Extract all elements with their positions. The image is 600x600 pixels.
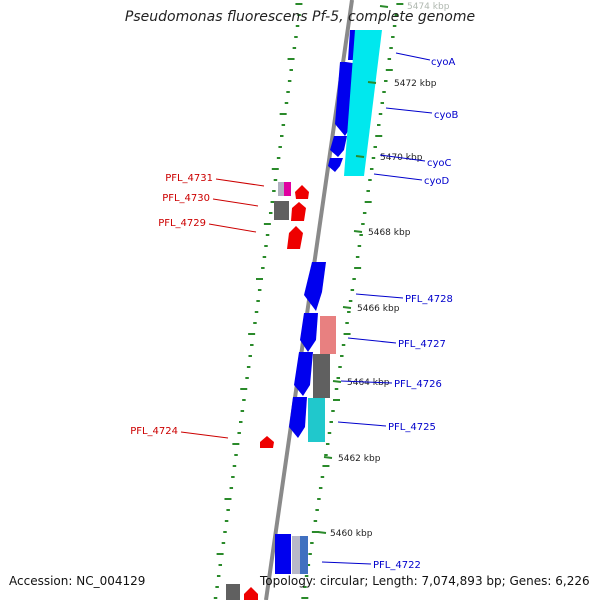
leader-line	[373, 173, 423, 181]
cds-arrow-pfl-4727	[300, 313, 318, 352]
feature-cyan-cyo	[344, 30, 382, 176]
cds-arrow-pfl-4728	[304, 262, 326, 311]
scale-tick	[355, 155, 365, 158]
scale-tick	[317, 531, 327, 534]
gc-skew-track-left	[213, 3, 303, 599]
leader-line	[321, 561, 372, 565]
feature-teal-4725	[308, 398, 325, 442]
cds-arrow-pfl-4725	[289, 397, 307, 438]
gene-label-cyod: cyoD	[424, 176, 450, 187]
gene-label-cyoa: cyoA	[431, 57, 456, 68]
reverse-strand-features	[226, 182, 309, 600]
feature-steel-4722	[300, 536, 308, 574]
gene-label-pfl-4731: PFL_4731	[165, 173, 213, 184]
label-leaders	[180, 52, 433, 565]
scale-label: 5474 kbp	[407, 2, 450, 12]
feature-gray-4730	[274, 201, 289, 220]
feature-gray-4731	[278, 182, 286, 196]
leader-line	[355, 293, 404, 299]
gene-label-pfl-4725: PFL_4725	[388, 422, 436, 433]
cds-arrow-pfl-4726	[294, 352, 313, 396]
feature-lightgray-4722	[292, 536, 300, 574]
scale-tick	[332, 380, 342, 383]
leader-line	[385, 107, 433, 114]
genome-summary-text: Topology: circular; Length: 7,074,893 bp…	[260, 574, 590, 588]
leader-line	[395, 52, 431, 61]
feature-gray-bottom	[226, 584, 240, 600]
cds-arrow-pfl-4729	[287, 226, 303, 249]
leader-line	[340, 380, 393, 384]
scale-tick	[353, 230, 363, 233]
gene-label-cyoc: cyoC	[427, 158, 452, 169]
leader-line	[180, 431, 229, 439]
map-title: Pseudomonas fluorescens Pf-5, complete g…	[124, 9, 476, 25]
cds-arrow-cyoD	[328, 158, 343, 172]
gene-label-pfl-4722: PFL_4722	[373, 560, 421, 571]
scale-label: 5468 kbp	[368, 228, 411, 238]
gene-labels: cyoA cyoB cyoC cyoD PFL_4728 PFL_4727 PFL_4726…	[130, 57, 458, 571]
forward-strand-features	[275, 30, 382, 574]
cds-arrow-pfl-4724	[260, 436, 274, 448]
gene-label-pfl-4726: PFL_4726	[394, 379, 442, 390]
gene-label-pfl-4729: PFL_4729	[158, 218, 206, 229]
feature-magenta-4731	[284, 182, 291, 196]
scale-label: 5462 kbp	[338, 454, 381, 464]
gc-skew-track-right	[301, 3, 404, 599]
cds-arrow-cyoC	[330, 136, 347, 157]
leader-line	[208, 223, 257, 233]
leader-line	[379, 154, 426, 162]
cds-arrow-pfl-4730	[291, 202, 306, 221]
gene-label-pfl-4730: PFL_4730	[162, 193, 210, 204]
scale-tick	[323, 456, 333, 459]
gene-label-pfl-4727: PFL_4727	[398, 339, 446, 350]
gene-label-pfl-4724: PFL_4724	[130, 426, 178, 437]
gene-label-pfl-4728: PFL_4728	[405, 294, 453, 305]
scale-tick	[342, 306, 352, 309]
leader-line	[337, 421, 387, 427]
leader-line	[347, 337, 397, 344]
scale-label: 5460 kbp	[330, 529, 373, 539]
cds-arrow-bottom	[244, 587, 258, 600]
scale-tick	[367, 81, 377, 84]
scale-label: 5464 kbp	[347, 378, 390, 388]
gene-label-cyob: cyoB	[434, 110, 459, 121]
feature-gray-4726	[313, 354, 330, 398]
scale-label: 5472 kbp	[394, 79, 437, 89]
accession-text: Accession: NC_004129	[9, 574, 146, 588]
leader-line	[212, 198, 259, 207]
cds-arrow-pfl-4722	[275, 534, 291, 574]
feature-pink-4727	[320, 316, 336, 354]
leader-line	[215, 178, 265, 187]
cds-arrow-pfl-4731	[295, 185, 309, 199]
scale-label: 5466 kbp	[357, 304, 400, 314]
scale-tick	[379, 5, 389, 8]
